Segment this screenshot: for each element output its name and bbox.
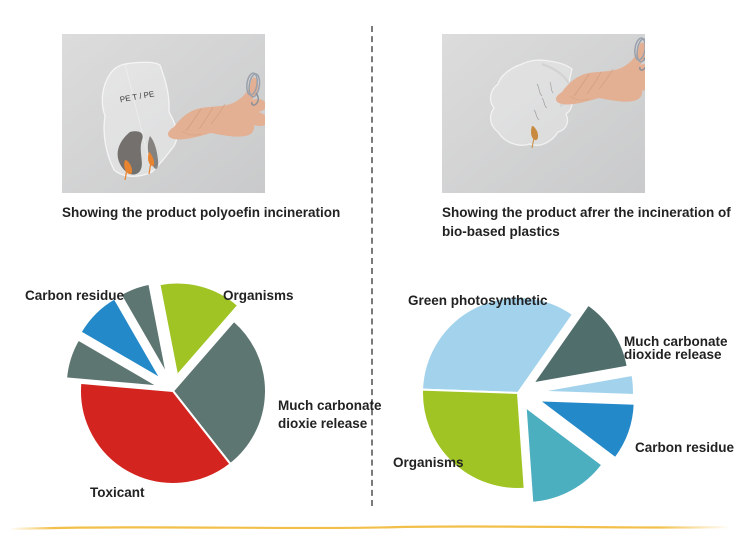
svg-text:Organisms: Organisms [393,455,464,470]
svg-text:Toxicant: Toxicant [90,485,145,500]
svg-text:Organisms: Organisms [223,288,294,303]
svg-text:Green photosynthetic: Green photosynthetic [408,293,548,308]
svg-text:Carbon residue: Carbon residue [635,440,735,455]
svg-text:dioxie release: dioxie release [278,416,368,431]
svg-text:dioxide release: dioxide release [624,347,722,362]
svg-text:Much carbonate: Much carbonate [278,398,382,413]
svg-text:Carbon residue: Carbon residue [25,288,125,303]
